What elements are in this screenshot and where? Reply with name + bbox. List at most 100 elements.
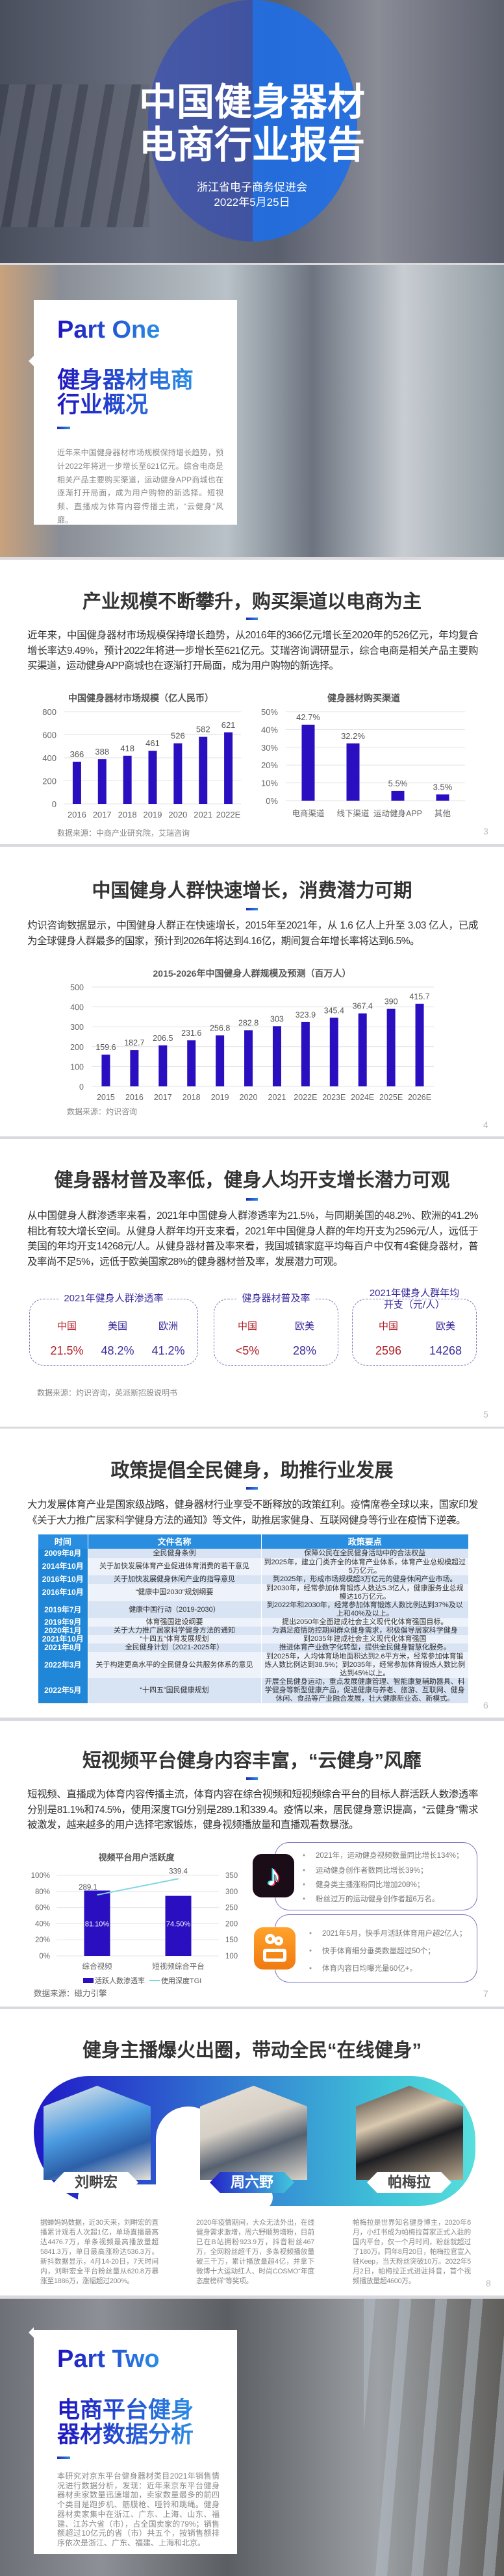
bar: [72, 762, 81, 804]
bar: [97, 759, 107, 804]
part-one-card: Part One 健身器材电商 行业概况 近年来中国健身器材市场规模保持增长趋势…: [29, 300, 237, 525]
cell-points: 到2035年建成社会主义现代化体育强国: [261, 1635, 469, 1644]
part-label: Part One: [57, 316, 160, 344]
column-header-time: 时间: [38, 1534, 88, 1549]
y-tick-label: 200: [70, 1043, 84, 1052]
data-label: 5.5%: [388, 779, 408, 788]
data-label: 159.6: [95, 1043, 116, 1052]
column-header-document: 文件名称: [88, 1534, 262, 1549]
y-tick-label: 40%: [261, 725, 278, 734]
bullet-item: 粉丝过万的运动健身创作者超6万名。: [303, 1894, 439, 1905]
cell-document: “十四五”体育发展规划: [88, 1635, 262, 1644]
table-row: 2021年8月 全民健身计划（2021-2025年） 推进体育产业数字化转型，提供全…: [38, 1644, 469, 1652]
data-source: 数据来源：中商产业研究院，艾瑞咨询: [57, 829, 190, 838]
title-dash: [246, 1487, 258, 1490]
x-tick-label: 2017: [93, 810, 112, 819]
data-label: 303: [270, 1014, 284, 1023]
bar: [101, 1055, 110, 1086]
part-two-card: Part Two 电商平台健身 器材数据分析 本研究对京东平台健身器材类目202…: [29, 2327, 237, 2554]
bar: [436, 794, 449, 801]
industry-scale-slide: 产业规模不断攀升，购买渠道以电商为主 近年来，中国健身器材市场规模保持增长趋势，…: [0, 560, 504, 844]
y-tick-label-right: 200: [225, 1920, 238, 1928]
data-source: 数据来源：灼识咨询，英派斯招股说明书: [37, 1388, 178, 1397]
x-tick-label: 2019: [211, 1093, 229, 1102]
y-tick-label: 0: [79, 1082, 84, 1092]
table-row: 2016年10月 “健康中国2030”规划纲要 到2030年，经常参加体育锻炼人数达…: [38, 1584, 469, 1601]
title-dash: [246, 1777, 258, 1780]
title-dash: [57, 2457, 70, 2459]
card-notch: [29, 356, 34, 366]
part-label: Part Two: [57, 2345, 160, 2373]
cell-points: 提出2050年全面建成社会主义现代化体育强国目标。: [261, 1618, 469, 1627]
y-tick-label: 300: [70, 1023, 84, 1032]
data-label: 526: [171, 731, 185, 741]
bar: [301, 725, 315, 801]
table-row: 2016年10月 关于加快发展健身休闲产业的指导意见 到2025年，形成市场规模超3…: [38, 1575, 469, 1584]
y-tick-label: 400: [42, 753, 57, 763]
cell-time: 2021年8月: [38, 1644, 88, 1652]
slide-paragraph: 短视频、直播成为体育内容传播主流，体育内容在综合视频和短视频综合平台的目标人群活…: [27, 1789, 479, 1831]
data-label: 582: [196, 725, 210, 734]
x-tick-label: 2023E: [322, 1093, 346, 1102]
page-number: 8: [486, 2278, 491, 2288]
bar: [386, 1008, 396, 1086]
stat-china: 中国 21.5%: [50, 1321, 84, 1357]
table-row: 2009年8月 全民健身条例 保障公民在全民健身活动中的合法权益: [38, 1549, 469, 1558]
cell-time: 2019年7月: [38, 1601, 88, 1618]
data-label: 182.7: [124, 1038, 144, 1047]
bullet-item: 健身类主播涨粉同比增加208%；: [303, 1880, 424, 1890]
influencer-photo-pamela: [356, 2086, 463, 2180]
y-tick-label-left: 80%: [35, 1888, 50, 1896]
part-two-slide: Part Two 电商平台健身 器材数据分析 本研究对京东平台健身器材类目202…: [0, 2299, 504, 2576]
section-summary: 近年来中国健身器材市场规模保持增长趋势，预计2022年将进一步增长至621亿元。…: [57, 448, 223, 525]
bar: [165, 1895, 192, 1956]
line-data-label: 339.4: [169, 1868, 188, 1875]
title-dash: [246, 618, 258, 620]
tgi-line: [97, 1878, 179, 1896]
data-source: 数据来源：磁力引擎: [34, 1989, 107, 1998]
page-number: 5: [483, 1409, 488, 1419]
influencer-description: 帕梅拉是世界知名健身博主，2020年6月，小红书成为帕梅拉首家正式入驻的国内平台…: [353, 2219, 471, 2285]
cell-document: 全民健身计划（2021-2025年）: [88, 1644, 262, 1652]
bullet-item: 快手体育细分垂类数量超过50个；: [309, 1946, 435, 1957]
cell-points: 到2025年，人均体育场地面积达到2.6平方米，经常参加体育锻炼人数比例达到38…: [261, 1652, 469, 1678]
data-label: 621: [221, 720, 236, 730]
slide-title: 健身主播爆火出圈，带动全民“在线健身”: [82, 2040, 422, 2061]
stat-europe: 欧洲 41.2%: [151, 1321, 185, 1357]
y-tick-label: 500: [70, 983, 84, 992]
cell-document: 全民健身条例: [88, 1549, 262, 1558]
data-label: 418: [120, 744, 134, 753]
y-tick-label-left: 100%: [31, 1872, 50, 1880]
cell-document: 健康中国行动（2019-2030）: [88, 1601, 262, 1618]
bar: [130, 1050, 139, 1086]
bar: [148, 751, 157, 804]
y-tick-label-left: 60%: [35, 1905, 50, 1912]
bar: [224, 732, 233, 804]
platform-activity-combo-chart: 0% 20% 40% 60% 80% 100% 100 150 200 250 300 350 81.1…: [31, 1868, 238, 1985]
cell-points: 保障公民在全民健身活动中的合法权益: [261, 1549, 469, 1558]
cell-document: “十四五”国民健康规划: [88, 1678, 262, 1703]
x-tick-label: 2017: [154, 1093, 172, 1102]
data-label: 461: [145, 738, 160, 748]
influencers-slide: 健身主播爆火出圈，带动全民“在线健身” 刘畊宏 周六野 帕梅拉 据蝉妈妈数据，近…: [0, 2009, 504, 2295]
slide-paragraph: 大力发展体育产业是国家级战略，健身器材行业享受不断释放的政策红利。疫情席卷全球以…: [27, 1499, 479, 1526]
stat-europe-us: 欧美 14268: [429, 1321, 462, 1357]
x-tick-label: 2018: [183, 1093, 201, 1102]
cover-org: 浙江省电子商务促进会: [197, 181, 307, 194]
legend-label: 使用深度TGI: [161, 1976, 201, 1985]
cell-time: 2022年3月: [38, 1652, 88, 1678]
slide-title: 短视频平台健身内容丰富，“云健身”风靡: [82, 1751, 422, 1771]
influencer-name: 帕梅拉: [367, 2172, 451, 2193]
table-row: 2022年3月 关于构建更高水平的全民健身公共服务体系的意见 到2025年，人均体育…: [38, 1652, 469, 1678]
table-row: 2014年10月 关于加快发展体育产业促进体育消费的若干意见 到2025年，建立门类…: [38, 1558, 469, 1575]
cover-date: 2022年5月25日: [214, 196, 290, 208]
cell-time: 2016年10月: [38, 1575, 88, 1584]
data-label: 32.2%: [341, 731, 365, 741]
x-tick-label: 2015: [97, 1093, 115, 1102]
column-header-points: 政策要点: [261, 1534, 469, 1549]
slide-title: 中国健身人群快速增长，消费潜力可期: [92, 881, 412, 901]
kuaishou-logo-icon: [254, 1927, 296, 1970]
page-number: 3: [483, 826, 488, 836]
influencer-description: 据蝉妈妈数据，近30天来，刘畊宏的直播累计观看人次超1亿，单场直播最高达4476…: [40, 2219, 158, 2285]
cell-document: “健康中国2030”规划纲要: [88, 1584, 262, 1601]
